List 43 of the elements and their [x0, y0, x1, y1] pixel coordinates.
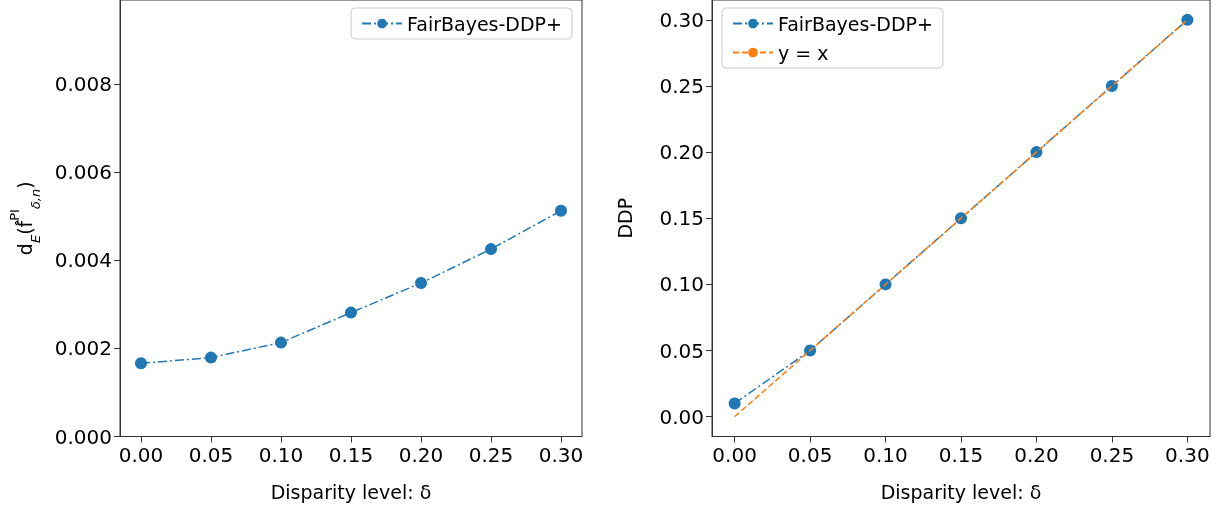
point: [415, 277, 427, 290]
legend-label: FairBayes-DDP+: [407, 12, 563, 35]
point: [275, 336, 287, 349]
x-tick-label: 0.10: [258, 442, 304, 467]
x-tick-label: 0.05: [787, 442, 833, 467]
x-tick-label: 0.25: [1089, 442, 1135, 467]
y-tick-label: 0.25: [659, 73, 704, 98]
point: [135, 357, 147, 370]
y-tick-label: 0.002: [54, 336, 112, 361]
y-tick-label: 0.15: [659, 206, 704, 231]
y-tick-label: 0.20: [659, 140, 704, 165]
x-tick-label: 0.10: [863, 442, 908, 467]
x-tick-label: 0.20: [1014, 442, 1059, 467]
point: [555, 204, 567, 217]
point: [205, 351, 217, 364]
y-tick-label: 0.006: [54, 159, 112, 184]
y-tick-label: 0.10: [659, 272, 704, 297]
point: [1181, 13, 1194, 26]
point: [485, 243, 497, 256]
legend-label: y = x: [778, 41, 829, 64]
y-tick-label: 0.000: [54, 424, 112, 449]
x-tick-label: 0.15: [328, 442, 374, 467]
legend-label: FairBayes-DDP+: [778, 12, 933, 35]
x-tick-label: 0.25: [468, 442, 514, 467]
x-tick-label: 0.15: [938, 442, 984, 467]
y-tick-label: 0.30: [659, 7, 704, 32]
y-tick-label: 0.004: [54, 248, 112, 273]
point: [728, 397, 741, 410]
point: [345, 306, 357, 319]
x-axis-title: Disparity level: δ: [270, 480, 432, 503]
x-tick-label: 0.05: [188, 442, 234, 467]
y-tick-label: 0.05: [659, 338, 704, 363]
x-tick-label: 0.30: [538, 442, 584, 467]
x-tick-label: 0.30: [1165, 442, 1210, 467]
point: [955, 212, 967, 225]
y-axis-title: DDP: [614, 197, 636, 239]
x-tick-label: 0.00: [118, 442, 164, 467]
x-axis-title: Disparity level: δ: [880, 480, 1042, 503]
y-tick-label: 0.008: [54, 71, 112, 96]
y-tick-label: 0.00: [659, 404, 704, 429]
x-tick-label: 0.00: [712, 442, 757, 467]
x-tick-label: 0.20: [398, 442, 444, 467]
y-axis-title: dE(f̂PIδ,n): [7, 181, 43, 256]
